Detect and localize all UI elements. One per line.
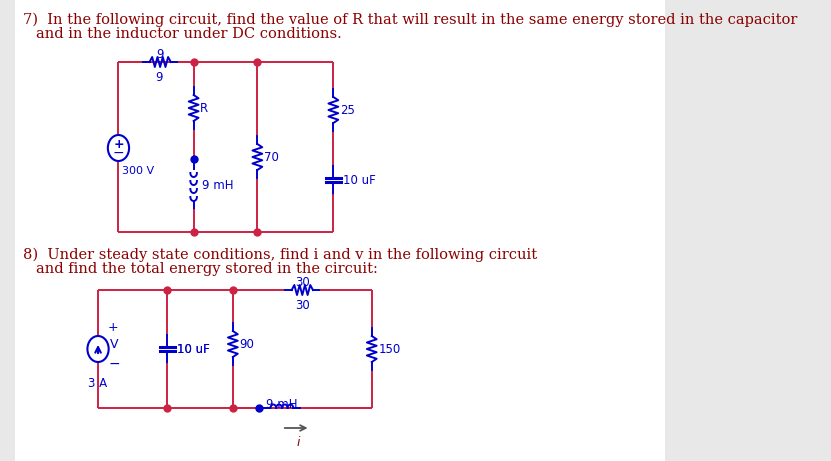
Text: 10 uF: 10 uF — [177, 343, 210, 355]
Text: 150: 150 — [378, 343, 401, 355]
Text: 30: 30 — [295, 276, 310, 289]
Text: and in the inductor under DC conditions.: and in the inductor under DC conditions. — [36, 27, 342, 41]
Text: 9: 9 — [156, 47, 164, 60]
Text: 300 V: 300 V — [121, 166, 154, 176]
Text: 9 mH: 9 mH — [202, 178, 234, 191]
Text: +: + — [107, 320, 118, 333]
Text: 10 uF: 10 uF — [343, 173, 376, 187]
Text: 90: 90 — [239, 337, 254, 350]
Text: 3 A: 3 A — [88, 377, 107, 390]
Text: 7)  In the following circuit, find the value of R that will result in the same e: 7) In the following circuit, find the va… — [23, 13, 797, 27]
Text: 25: 25 — [340, 104, 355, 117]
Text: V: V — [111, 337, 119, 350]
Text: 70: 70 — [264, 150, 278, 164]
Text: −: − — [109, 357, 120, 371]
Text: and find the total energy stored in the circuit:: and find the total energy stored in the … — [36, 262, 378, 276]
Text: 9: 9 — [155, 71, 162, 84]
Text: R: R — [200, 101, 209, 114]
Text: 10 uF: 10 uF — [177, 343, 210, 355]
Text: 30: 30 — [295, 299, 310, 312]
Text: −: − — [113, 146, 125, 160]
Text: +: + — [113, 137, 124, 150]
Text: i: i — [297, 436, 300, 449]
Text: 8)  Under steady state conditions, find i and v in the following circuit: 8) Under steady state conditions, find i… — [23, 248, 537, 262]
Text: 9 mH: 9 mH — [266, 398, 297, 411]
